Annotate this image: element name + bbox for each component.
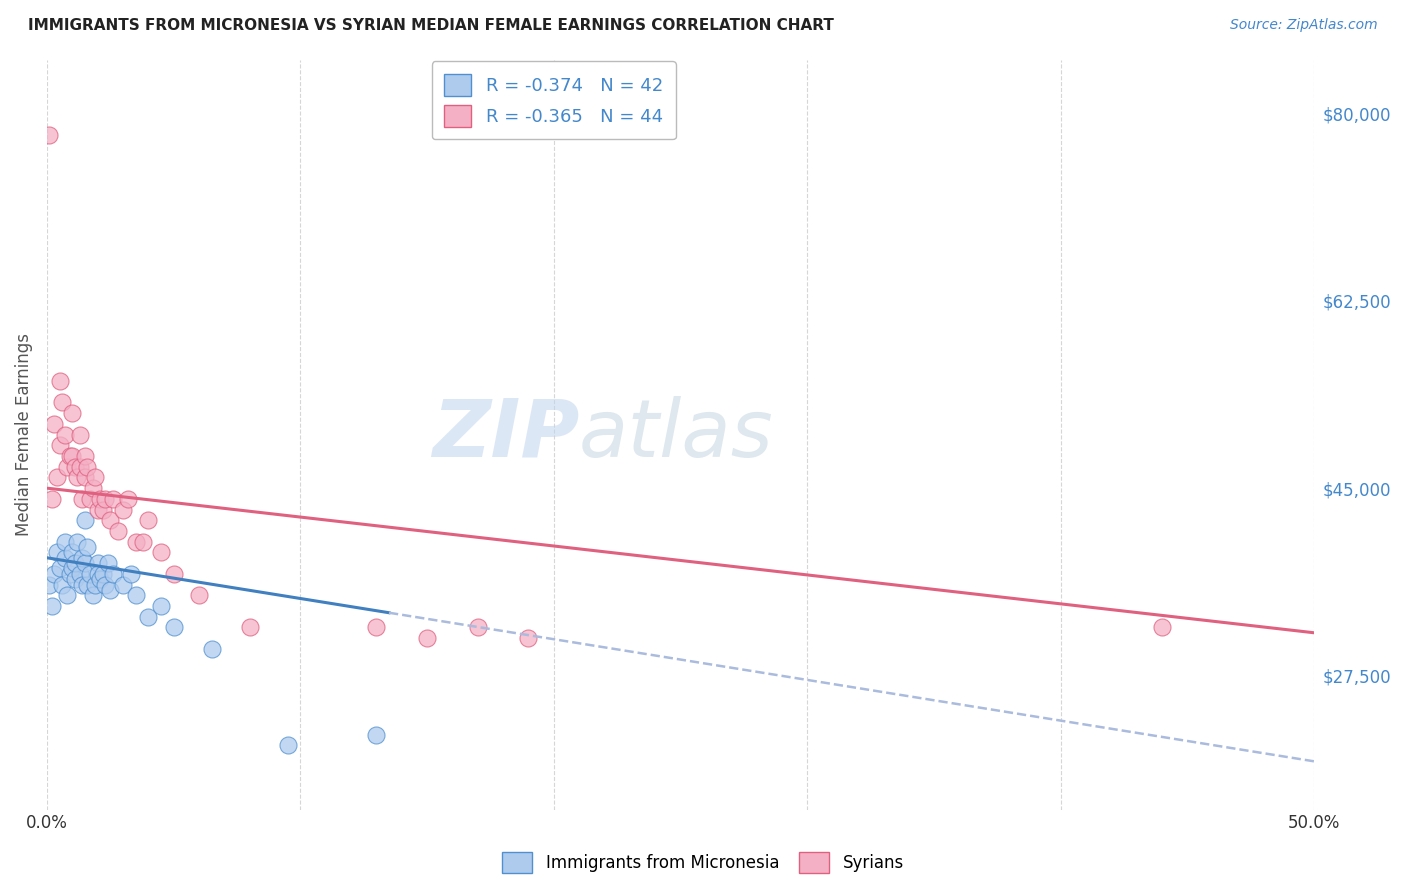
Point xyxy=(60,406,83,420)
Point xyxy=(467,620,489,634)
Point xyxy=(76,540,98,554)
Point xyxy=(51,395,73,409)
Point xyxy=(60,449,83,463)
Point xyxy=(94,491,117,506)
Point xyxy=(136,609,159,624)
Point xyxy=(66,534,89,549)
Point xyxy=(53,534,76,549)
Point xyxy=(38,577,60,591)
Point xyxy=(82,481,104,495)
Point xyxy=(46,545,69,559)
Point xyxy=(59,566,82,581)
Point xyxy=(69,459,91,474)
Point xyxy=(117,491,139,506)
Point xyxy=(53,427,76,442)
Y-axis label: Median Female Earnings: Median Female Earnings xyxy=(15,333,32,536)
Point xyxy=(79,566,101,581)
Point xyxy=(132,534,155,549)
Point xyxy=(73,449,96,463)
Point xyxy=(98,513,121,527)
Text: IMMIGRANTS FROM MICRONESIA VS SYRIAN MEDIAN FEMALE EARNINGS CORRELATION CHART: IMMIGRANTS FROM MICRONESIA VS SYRIAN MED… xyxy=(28,18,834,33)
Point xyxy=(44,417,66,431)
Point xyxy=(56,588,79,602)
Point xyxy=(162,566,184,581)
Point xyxy=(111,502,134,516)
Point xyxy=(44,566,66,581)
Point xyxy=(72,550,94,565)
Point xyxy=(239,620,262,634)
Point xyxy=(89,572,111,586)
Point xyxy=(124,588,146,602)
Point xyxy=(66,470,89,484)
Point xyxy=(72,491,94,506)
Point xyxy=(63,459,86,474)
Point xyxy=(94,577,117,591)
Point xyxy=(149,545,172,559)
Point xyxy=(107,524,129,538)
Point xyxy=(76,577,98,591)
Point xyxy=(366,727,388,741)
Point xyxy=(201,641,224,656)
Point xyxy=(46,470,69,484)
Point xyxy=(73,556,96,570)
Point xyxy=(187,588,209,602)
Point xyxy=(60,561,83,575)
Point xyxy=(60,545,83,559)
Point xyxy=(63,572,86,586)
Point xyxy=(69,566,91,581)
Point xyxy=(416,631,439,645)
Point xyxy=(73,513,96,527)
Point xyxy=(101,566,124,581)
Point xyxy=(79,491,101,506)
Point xyxy=(48,438,70,452)
Point xyxy=(72,577,94,591)
Point xyxy=(91,566,114,581)
Point xyxy=(38,128,60,142)
Point xyxy=(59,449,82,463)
Legend: R = -0.374   N = 42, R = -0.365   N = 44: R = -0.374 N = 42, R = -0.365 N = 44 xyxy=(432,62,676,139)
Point xyxy=(86,502,108,516)
Point xyxy=(41,599,63,613)
Point xyxy=(277,738,299,752)
Text: Source: ZipAtlas.com: Source: ZipAtlas.com xyxy=(1230,18,1378,32)
Point xyxy=(84,577,107,591)
Point xyxy=(98,582,121,597)
Point xyxy=(136,513,159,527)
Point xyxy=(76,459,98,474)
Text: ZIP: ZIP xyxy=(432,395,579,474)
Point xyxy=(111,577,134,591)
Point xyxy=(51,577,73,591)
Point xyxy=(41,491,63,506)
Point xyxy=(56,459,79,474)
Point xyxy=(517,631,540,645)
Point xyxy=(120,566,142,581)
Text: atlas: atlas xyxy=(579,395,773,474)
Point xyxy=(149,599,172,613)
Point xyxy=(48,561,70,575)
Point xyxy=(69,427,91,442)
Point xyxy=(124,534,146,549)
Point xyxy=(101,491,124,506)
Point xyxy=(48,374,70,388)
Point xyxy=(86,556,108,570)
Point xyxy=(366,620,388,634)
Point xyxy=(162,620,184,634)
Point xyxy=(84,470,107,484)
Point xyxy=(86,566,108,581)
Point xyxy=(73,470,96,484)
Point xyxy=(82,588,104,602)
Legend: Immigrants from Micronesia, Syrians: Immigrants from Micronesia, Syrians xyxy=(496,846,910,880)
Point xyxy=(1150,620,1173,634)
Point xyxy=(97,556,120,570)
Point xyxy=(91,502,114,516)
Point xyxy=(89,491,111,506)
Point xyxy=(63,556,86,570)
Point xyxy=(53,550,76,565)
